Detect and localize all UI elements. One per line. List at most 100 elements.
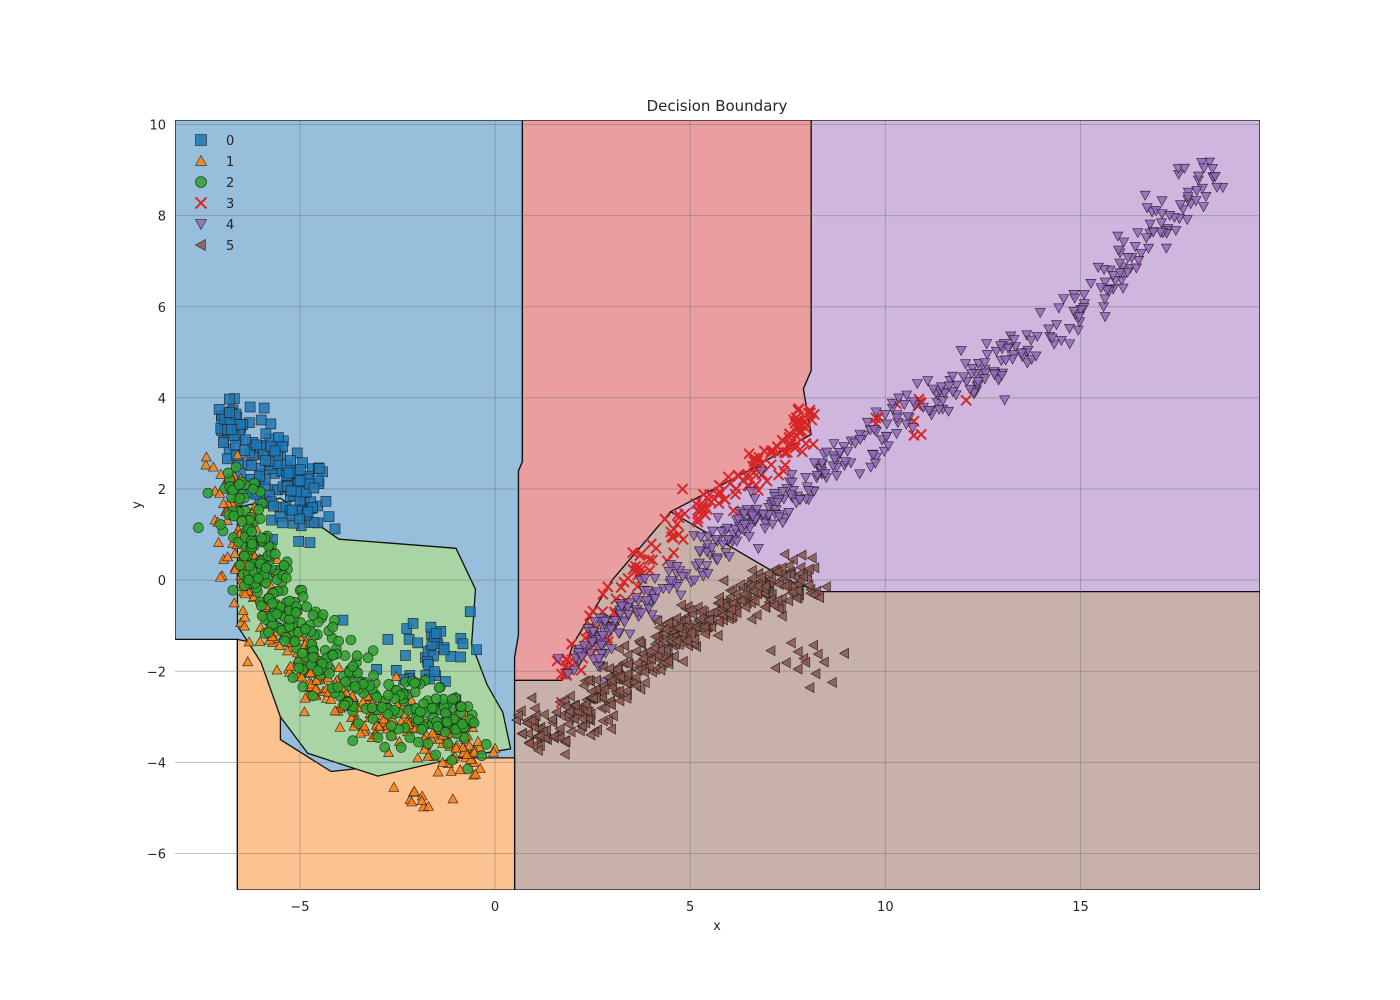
point-class-4 [886, 398, 898, 409]
legend-label-0: 0 [226, 134, 234, 149]
point-class-5 [638, 652, 648, 665]
point-class-0 [382, 634, 394, 645]
point-class-4 [869, 458, 881, 469]
point-class-4 [927, 384, 939, 395]
point-class-4 [972, 377, 984, 388]
point-class-2 [307, 652, 319, 663]
point-class-4 [1117, 283, 1129, 294]
point-class-4 [821, 447, 833, 458]
point-class-1 [298, 706, 310, 717]
point-class-4 [710, 535, 722, 546]
point-class-2 [253, 504, 265, 515]
point-class-1 [457, 742, 469, 753]
point-class-4 [1156, 196, 1168, 207]
point-class-4 [933, 404, 945, 415]
point-class-5 [663, 655, 673, 667]
point-class-4 [861, 417, 873, 428]
point-class-5 [559, 748, 570, 760]
point-class-1 [388, 781, 400, 792]
point-class-2 [352, 718, 364, 729]
point-class-4 [1114, 268, 1126, 279]
point-class-5 [762, 567, 773, 579]
point-class-2 [349, 681, 361, 692]
point-class-2 [422, 738, 434, 749]
point-class-4 [1133, 255, 1145, 266]
point-class-2 [280, 572, 292, 584]
point-class-1 [432, 766, 444, 777]
point-class-0 [255, 414, 267, 426]
point-class-5 [564, 706, 575, 718]
point-class-1 [333, 662, 345, 673]
point-class-4 [1191, 186, 1203, 197]
point-class-5 [699, 628, 710, 640]
point-class-4 [1030, 351, 1042, 362]
point-class-2 [287, 672, 299, 684]
point-class-4 [878, 446, 890, 457]
point-class-4 [981, 350, 993, 361]
point-class-4 [803, 486, 815, 496]
point-class-4 [943, 381, 955, 392]
point-class-2 [256, 600, 267, 612]
point-class-4 [808, 458, 820, 469]
y-tick-label: −4 [147, 756, 166, 771]
point-class-4 [1043, 324, 1055, 335]
point-class-4 [552, 654, 564, 665]
point-class-1 [423, 800, 435, 811]
point-class-5 [755, 571, 766, 583]
point-class-2 [427, 702, 438, 714]
point-class-4 [1073, 312, 1085, 323]
point-class-2 [366, 702, 378, 714]
point-class-0 [285, 485, 297, 497]
point-class-4 [1107, 270, 1119, 281]
point-class-5 [803, 563, 814, 575]
point-class-4 [1050, 320, 1063, 331]
point-class-5 [512, 709, 523, 721]
point-class-4 [671, 562, 683, 572]
point-class-2 [379, 741, 391, 753]
point-class-2 [372, 732, 384, 743]
point-class-4 [614, 609, 626, 620]
point-class-4 [868, 425, 880, 435]
point-class-5 [792, 663, 803, 675]
point-class-2 [297, 591, 309, 602]
point-class-4 [1155, 218, 1167, 229]
point-class-3 [666, 531, 678, 543]
point-class-3 [772, 469, 785, 481]
point-class-4 [597, 631, 609, 642]
point-class-2 [234, 559, 246, 571]
point-class-4 [702, 531, 714, 542]
point-class-2 [263, 627, 274, 638]
point-class-5 [675, 599, 686, 611]
point-class-0 [308, 517, 320, 528]
point-class-5 [760, 580, 771, 592]
point-class-4 [1008, 335, 1020, 346]
point-class-2 [462, 763, 473, 775]
point-class-3 [602, 581, 614, 593]
point-class-0 [295, 464, 306, 475]
y-axis-label: y [130, 501, 145, 509]
point-class-4 [599, 616, 611, 627]
point-class-4 [854, 429, 866, 440]
point-class-0 [283, 467, 295, 479]
point-class-4 [891, 413, 903, 424]
point-class-3 [679, 507, 691, 520]
legend-marker-2 [195, 176, 207, 188]
point-class-4 [759, 518, 771, 529]
point-class-2 [246, 538, 258, 550]
point-class-1 [447, 793, 459, 804]
point-class-1 [200, 451, 212, 462]
x-tick-label: 5 [686, 900, 694, 915]
point-class-2 [307, 609, 319, 621]
point-class-5 [779, 580, 790, 592]
point-class-5 [726, 604, 736, 616]
point-class-4 [1198, 163, 1210, 174]
point-class-4 [771, 498, 783, 509]
point-class-5 [695, 613, 706, 625]
point-class-2 [243, 574, 254, 586]
point-class-4 [865, 462, 877, 473]
point-class-4 [1182, 192, 1194, 203]
point-class-2 [284, 595, 295, 607]
point-class-4 [651, 587, 663, 598]
point-class-1 [214, 571, 226, 582]
